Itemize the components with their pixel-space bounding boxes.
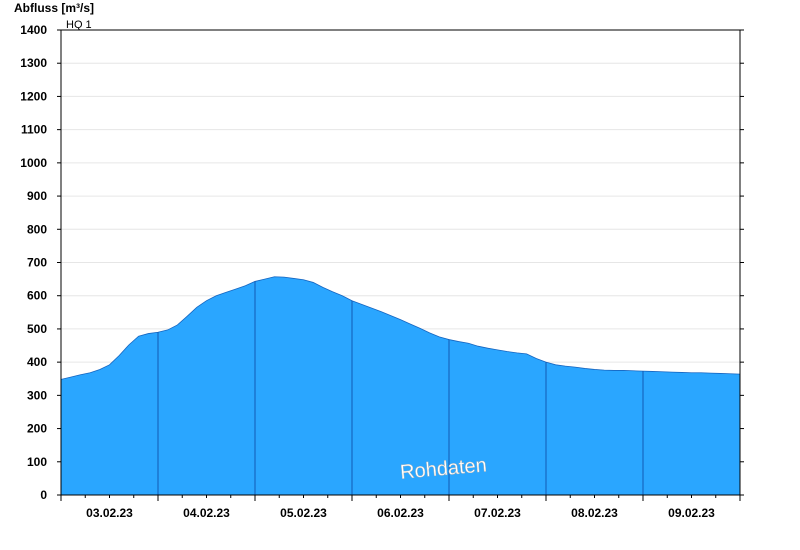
x-tick-label: 08.02.23	[571, 506, 618, 520]
y-tick-label: 500	[27, 322, 47, 336]
hq1-annotation: HQ 1	[66, 19, 92, 31]
y-tick-label: 1400	[20, 23, 47, 37]
day-separator-lines	[157, 281, 644, 495]
x-axis-ticks: 03.02.23 04.02.23 05.02.23 06.02.23 07.02.23…	[60, 495, 741, 520]
y-tick-label: 600	[27, 289, 47, 303]
y-axis-title: Abfluss [m³/s]	[14, 1, 94, 15]
discharge-area	[60, 276, 741, 496]
y-tick-label: 700	[27, 256, 47, 270]
x-tick-label: 07.02.23	[474, 506, 521, 520]
y-tick-label: 0	[40, 488, 47, 502]
x-tick-label: 04.02.23	[183, 506, 230, 520]
x-tick-label: 03.02.23	[86, 506, 133, 520]
y-tick-label: 400	[27, 355, 47, 369]
x-tick-label: 05.02.23	[280, 506, 327, 520]
x-tick-label: 06.02.23	[377, 506, 424, 520]
x-tick-label: 09.02.23	[668, 506, 715, 520]
y-axis-ticks: 0 100 200 300 400 500 600 700 800 900 1000 1100 1200…	[20, 23, 744, 502]
y-tick-label: 300	[27, 388, 47, 402]
y-tick-label: 100	[27, 455, 47, 469]
y-tick-label: 1300	[20, 56, 47, 70]
y-tick-label: 1100	[21, 123, 47, 137]
y-tick-label: 1000	[20, 156, 47, 170]
y-tick-label: 200	[27, 422, 47, 436]
y-tick-label: 900	[27, 189, 47, 203]
y-tick-label: 800	[27, 222, 47, 236]
y-tick-label: 1200	[20, 89, 47, 103]
